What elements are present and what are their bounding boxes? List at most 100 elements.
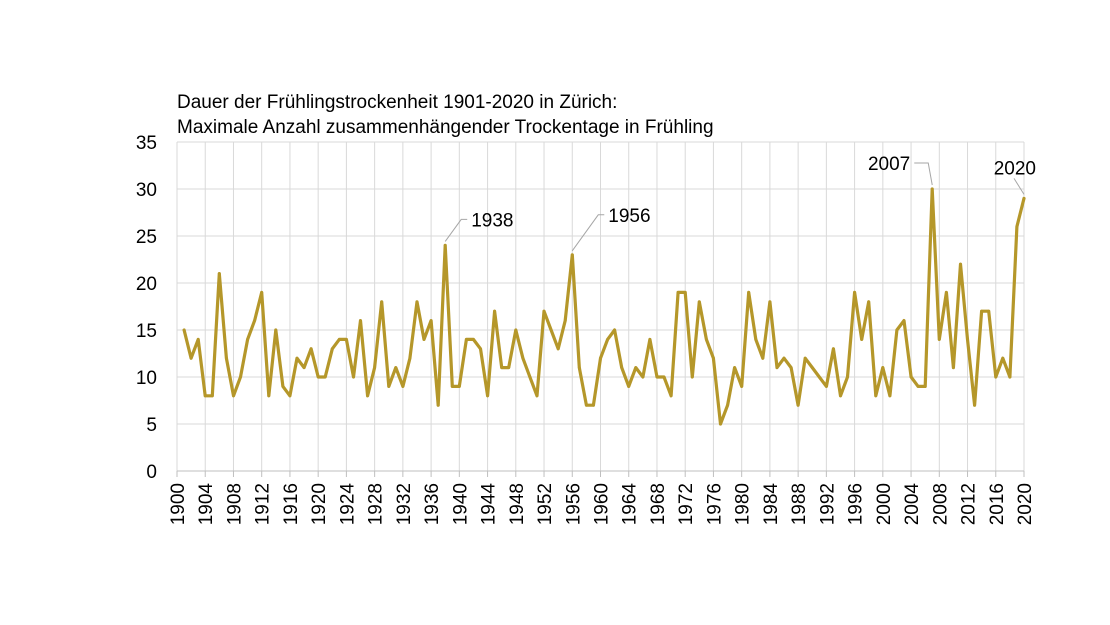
data-point: [789, 366, 793, 369]
data-point: [627, 385, 631, 388]
data-point: [500, 366, 504, 369]
data-point: [528, 375, 532, 379]
x-tick-label: 2020: [1015, 483, 1036, 525]
x-tick-label: 1928: [366, 483, 387, 525]
data-point: [952, 366, 955, 369]
annotation-label: 2007: [868, 154, 910, 175]
x-tick-label: 1904: [196, 483, 217, 526]
annotation-label: 1938: [471, 210, 513, 231]
axes: [176, 470, 1025, 477]
annotation-leader: [444, 218, 468, 242]
data-point: [288, 394, 292, 398]
data-point: [210, 394, 214, 398]
data-point: [726, 403, 729, 407]
data-point: [909, 375, 913, 379]
x-tick-label: 1900: [168, 483, 189, 525]
data-point: [359, 319, 362, 322]
data-point: [514, 328, 518, 332]
data-point: [676, 291, 680, 294]
data-point: [634, 366, 638, 369]
data-point: [839, 394, 842, 398]
data-point: [401, 385, 405, 388]
data-point: [966, 338, 969, 341]
data-point: [980, 309, 983, 313]
data-point: [457, 385, 461, 388]
y-tick-label: 35: [136, 133, 157, 154]
data-point: [768, 300, 772, 304]
y-tick-label: 0: [146, 462, 157, 483]
data-point: [196, 338, 200, 341]
data-point: [267, 394, 271, 398]
data-point: [189, 356, 193, 360]
data-point: [959, 262, 962, 266]
data-point: [937, 338, 941, 341]
data-point: [1008, 375, 1012, 379]
x-tick-label: 1932: [394, 483, 415, 525]
data-point: [916, 385, 920, 388]
data-point: [450, 385, 454, 388]
grid-lines: [176, 141, 1025, 471]
x-tick-label: 1988: [789, 483, 810, 525]
data-point: [535, 394, 539, 398]
data-point: [232, 394, 235, 398]
data-point: [683, 291, 687, 294]
x-tick-label: 1924: [337, 483, 358, 526]
data-point: [493, 309, 496, 313]
data-point: [542, 309, 546, 313]
data-point: [422, 338, 426, 341]
data-point: [761, 356, 765, 360]
x-tick-label: 1960: [592, 483, 613, 525]
x-tick-label: 1920: [309, 483, 330, 525]
data-point: [295, 356, 299, 360]
data-point: [733, 366, 736, 369]
data-point: [860, 338, 864, 341]
data-point: [302, 366, 306, 369]
x-tick-label: 1936: [422, 483, 443, 525]
data-point: [479, 347, 482, 351]
x-tick-label: 2008: [930, 483, 951, 525]
x-tick-label: 1972: [676, 483, 697, 525]
data-point: [239, 375, 242, 379]
annotation-leader: [571, 214, 605, 252]
tick-labels: 0 5 10 15 20 25 30 35 1900 1904 1908 1912 1916 1920 19…: [136, 133, 1036, 525]
data-point: [719, 422, 722, 426]
data-point: [225, 356, 228, 360]
data-point: [387, 385, 391, 388]
data-point: [592, 403, 595, 407]
data-point: [436, 403, 440, 407]
x-tick-label: 1944: [479, 483, 500, 526]
x-tick-label: 1980: [733, 483, 754, 525]
data-point: [366, 394, 369, 398]
annotation-label: 2020: [994, 158, 1036, 179]
data-point: [281, 385, 285, 388]
y-tick-label: 5: [146, 415, 157, 436]
data-point: [874, 394, 878, 398]
data-point: [669, 394, 673, 398]
data-point: [923, 385, 927, 388]
x-tick-label: 1956: [563, 483, 584, 525]
data-point: [182, 328, 186, 332]
x-tick-label: 1912: [253, 483, 274, 525]
data-point: [309, 347, 313, 351]
x-tick-label: 2000: [874, 483, 895, 525]
data-point: [712, 356, 715, 360]
y-tick-label: 10: [136, 368, 157, 389]
x-tick-label: 1940: [450, 483, 471, 525]
data-point: [613, 328, 616, 332]
data-point: [330, 347, 334, 351]
data-point: [203, 394, 207, 398]
y-tick-label: 15: [136, 321, 157, 342]
data-point: [563, 319, 567, 322]
series-layer: [182, 187, 1026, 426]
chart-subtitle: Maximale Anzahl zusammenhängender Trocke…: [177, 117, 714, 138]
data-point: [429, 319, 433, 322]
data-point: [1022, 197, 1026, 200]
data-point: [832, 347, 835, 351]
data-point: [987, 309, 991, 313]
data-point: [867, 300, 871, 304]
data-point: [697, 300, 701, 304]
data-point: [782, 356, 786, 360]
x-tick-label: 2004: [902, 483, 923, 526]
x-tick-label: 1992: [817, 483, 838, 525]
